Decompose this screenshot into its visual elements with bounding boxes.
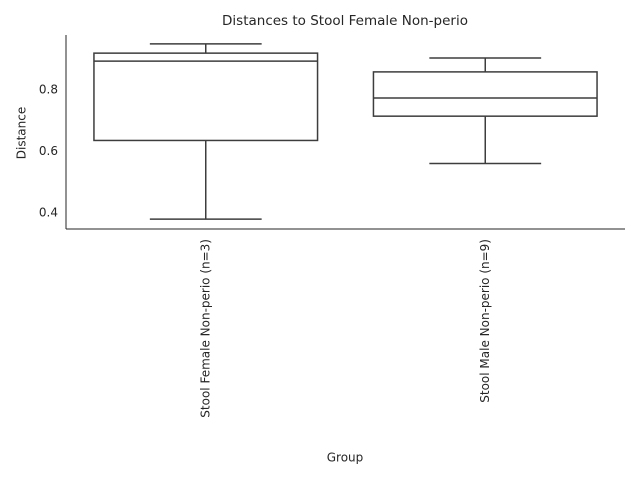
y-tick-label: 0.6 <box>39 144 58 158</box>
y-tick-label: 0.8 <box>39 83 58 97</box>
x-tick-label: Stool Male Non-perio (n=9) <box>478 239 492 403</box>
x-axis-label: Group <box>327 451 364 465</box>
box <box>372 71 598 117</box>
x-tick-label: Stool Female Non-perio (n=3) <box>198 239 212 418</box>
box <box>93 52 319 142</box>
chart-title: Distances to Stool Female Non-perio <box>222 13 468 29</box>
y-tick-label: 0.4 <box>39 206 58 220</box>
y-axis-label: Distance <box>15 107 29 159</box>
